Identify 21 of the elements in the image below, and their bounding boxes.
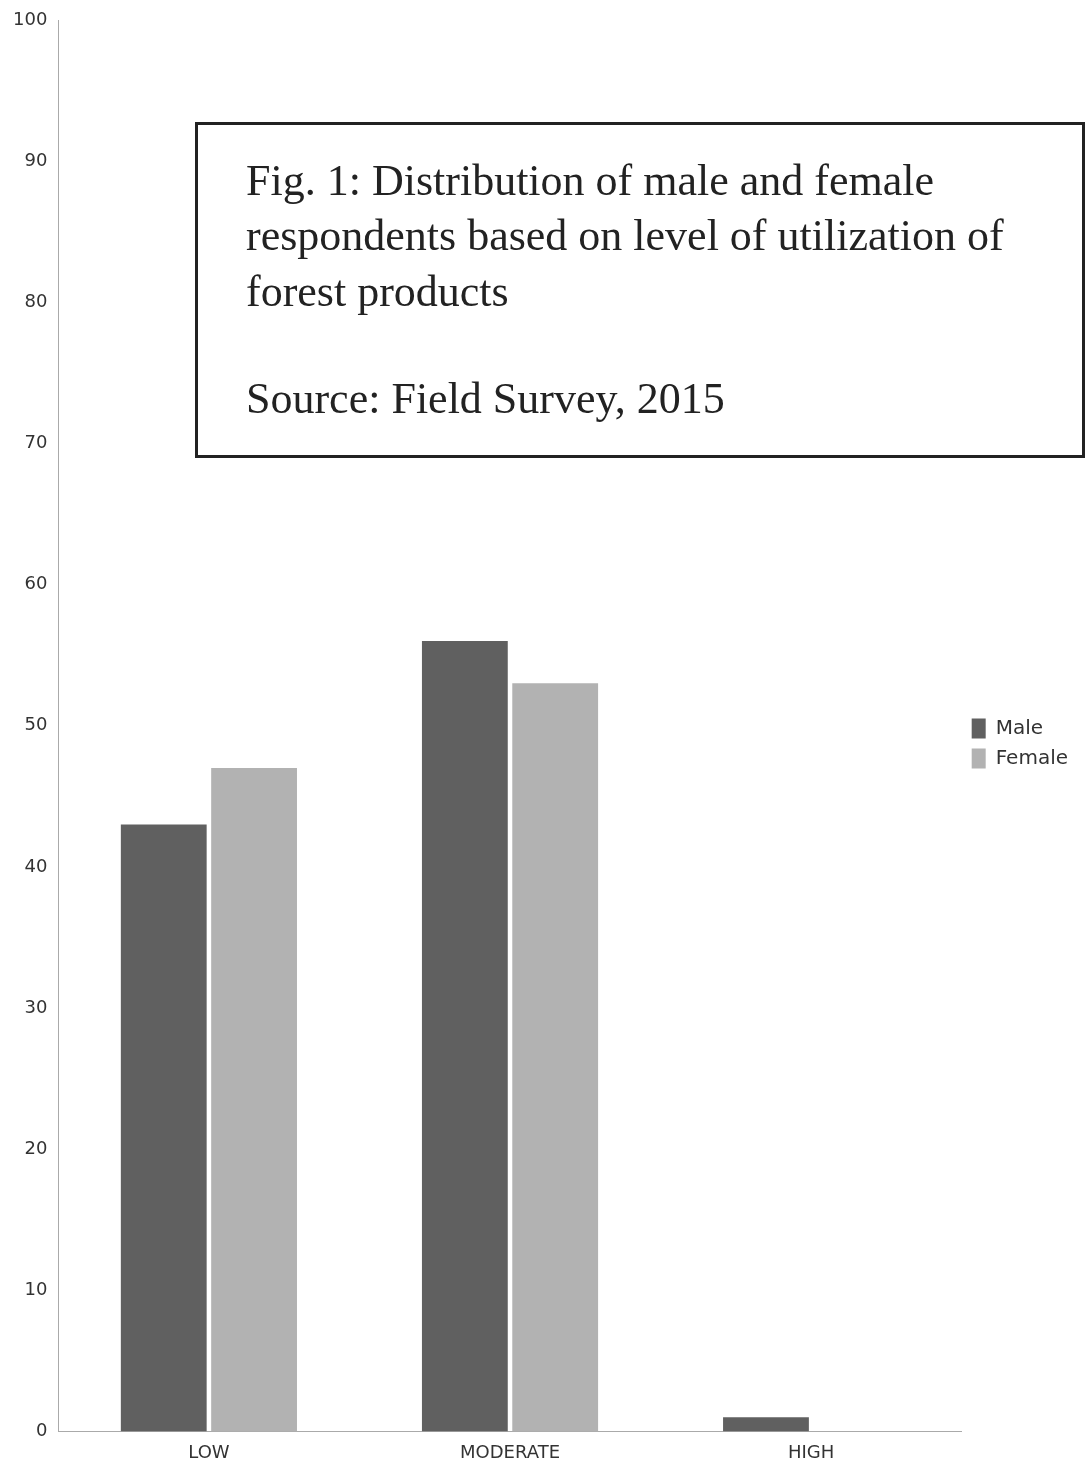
annotation: Source: Field Survey, 2015 — [246, 373, 726, 426]
y-tick-label: 100 — [13, 7, 48, 29]
y-tick-label: 40 — [24, 854, 48, 876]
y-tick-label: 10 — [24, 1277, 48, 1299]
y-tick-label: 50 — [24, 713, 48, 735]
bar — [723, 1417, 809, 1432]
y-tick-label: 90 — [24, 148, 48, 170]
bar — [421, 641, 508, 1432]
bar — [120, 824, 207, 1432]
y-tick-label: 20 — [24, 1136, 48, 1158]
caption-frame: Fig. 1: Distribution of male and female respondents based on level of utilization of forest products Source: Field Survey, 2015 — [195, 122, 1085, 458]
x-tick-label: LOW — [188, 1440, 230, 1462]
legend-label: Male — [995, 714, 1044, 739]
x-tick-label: MODERATE — [460, 1440, 561, 1462]
y-tick-label: 60 — [24, 572, 48, 594]
legend-label: Female — [995, 744, 1069, 769]
y-tick-label: 0 — [35, 1419, 48, 1441]
y-tick-label: 80 — [24, 289, 48, 311]
x-tick-label: HIGH — [787, 1440, 835, 1462]
y-tick-label: 70 — [24, 431, 48, 453]
y-tick-label: 30 — [24, 995, 48, 1017]
